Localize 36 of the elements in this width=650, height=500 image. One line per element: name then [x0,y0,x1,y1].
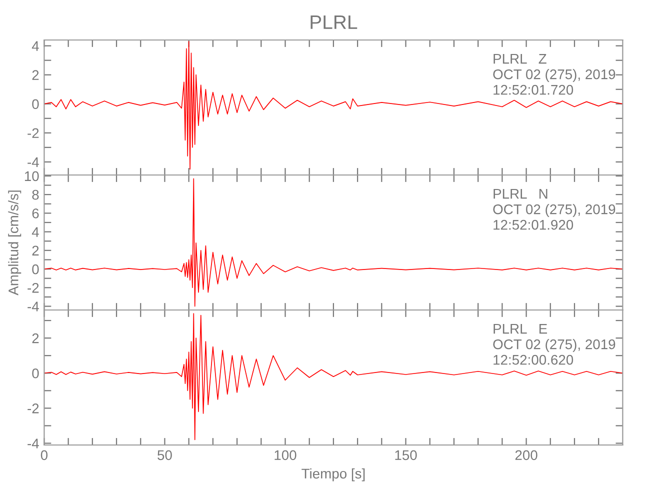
annotation: OCT 02 (275), 2019 [493,69,616,82]
line-series [44,178,623,307]
annotation: PLRL N [494,189,548,199]
annotation: OCT 02 (275), 2019 [493,339,616,352]
y-tick-label: 4 [32,227,39,237]
y-tick-label: 2 [32,246,39,256]
x-axis-title: Tiempo [s] [302,468,365,482]
annotation: 12:52:00.620 [494,354,574,365]
y-tick-label: 2 [32,333,39,344]
annotation: PLRL Z [494,54,546,64]
annotation: OCT 02 (275), 2019 [493,204,616,217]
y-tick-label: 0 [32,264,39,274]
y-tick-label: -4 [28,438,39,448]
x-tick-label: 200 [515,450,538,460]
line-series [44,313,623,440]
y-tick-label: 6 [32,208,39,218]
x-tick-label: 0 [40,450,48,460]
x-tick-label: 100 [274,450,296,460]
y-tick-label: 10 [24,171,39,182]
y-tick-label: 2 [32,70,39,80]
y-tick-label: 0 [32,368,39,378]
annotation: PLRL E [494,324,548,334]
x-tick-label: 150 [395,450,417,460]
y-tick-label: -2 [28,128,39,138]
chart-title: PLRL [310,16,358,29]
y-tick-label: -2 [28,404,39,414]
annotation: 12:52:01.920 [494,220,574,230]
y-tick-label: 4 [32,41,39,51]
y-tick-label: -2 [28,282,39,293]
x-tick-label: 50 [158,450,172,460]
y-tick-label: -4 [28,157,39,167]
y-tick-label: 0 [32,99,39,110]
y-axis-title: Amplitud [cm/s/s] [8,190,22,296]
y-tick-label: -4 [28,302,39,312]
y-tick-label: 8 [32,190,39,200]
annotation: 12:52:01.720 [494,84,574,95]
